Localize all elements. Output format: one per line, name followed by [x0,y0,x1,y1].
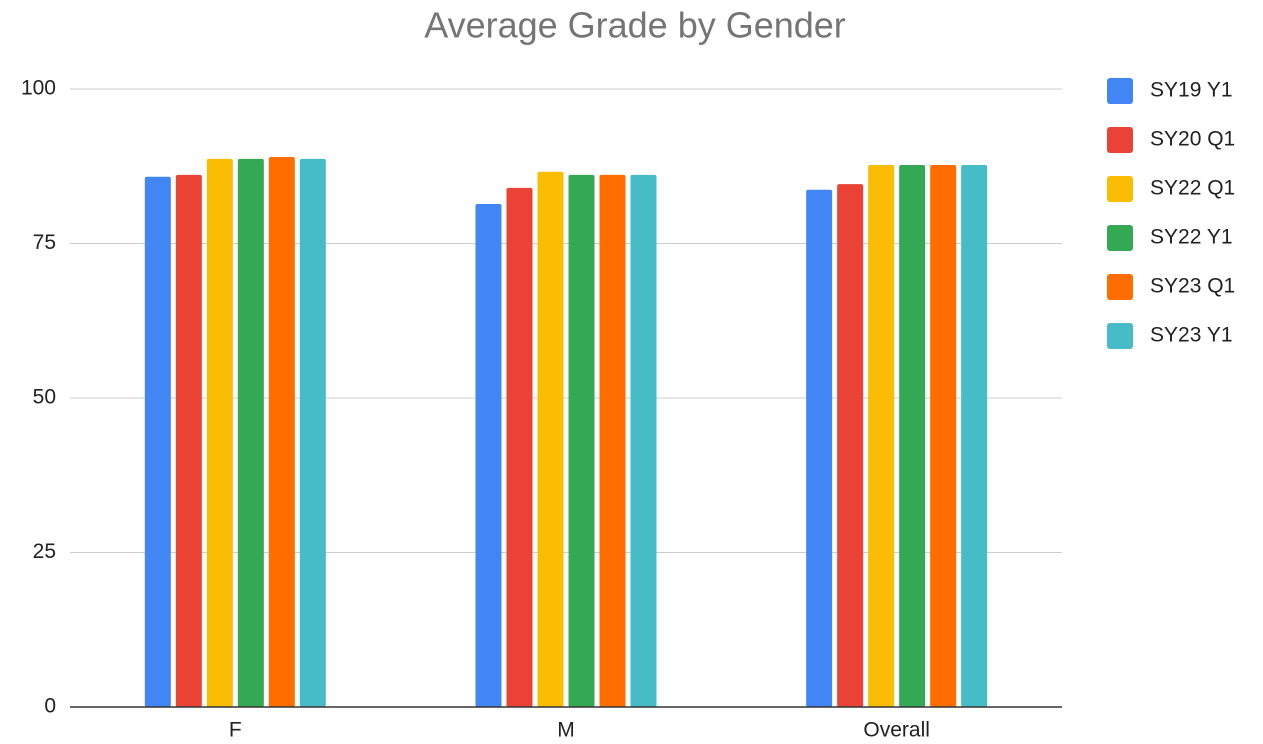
legend-label: SY23 Q1 [1150,275,1235,298]
bar [930,165,957,707]
legend-label: SY20 Q1 [1150,128,1235,151]
bar [599,174,626,708]
legend-label: SY22 Y1 [1150,226,1233,249]
bar [806,189,833,707]
legend-swatch [1107,176,1133,202]
bar [961,165,988,707]
chart-title: Average Grade by Gender [424,5,846,46]
bar [175,174,202,708]
y-tick-label: 100 [21,77,56,100]
y-tick-label: 25 [33,540,56,563]
legend-swatch [1107,274,1133,300]
bar [837,184,864,707]
bar [475,203,502,707]
legend-swatch [1107,78,1133,104]
bar [144,176,171,708]
legend-swatch [1107,225,1133,251]
bar [899,165,926,707]
x-tick-label: Overall [863,719,930,742]
bar [299,158,326,708]
y-tick-label: 0 [44,695,56,718]
bar [206,158,233,708]
legend-label: SY23 Y1 [1150,324,1233,347]
bar [537,171,564,707]
legend-label: SY22 Q1 [1150,177,1235,200]
bar [237,158,264,708]
bar [506,187,533,707]
x-tick-label: M [557,719,575,742]
bar [630,174,657,708]
bar [568,174,595,708]
legend-swatch [1107,323,1133,349]
legend-label: SY19 Y1 [1150,79,1233,102]
bar [268,156,295,708]
legend-swatch [1107,127,1133,153]
bar [868,165,895,707]
y-tick-label: 50 [33,386,56,409]
y-tick-label: 75 [33,231,56,254]
x-tick-label: F [229,719,242,742]
